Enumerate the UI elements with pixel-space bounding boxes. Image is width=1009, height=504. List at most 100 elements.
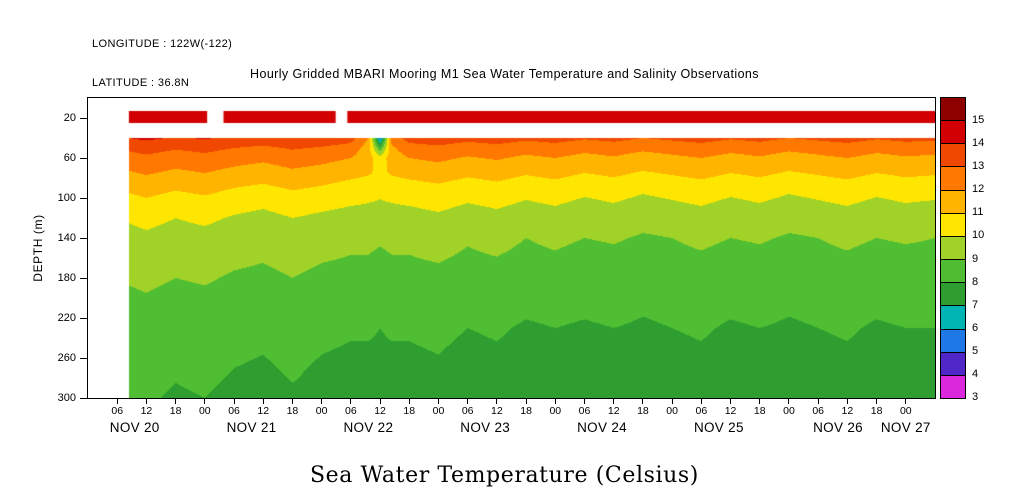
- y-tick-mark: [80, 397, 87, 399]
- x-tick-mark: [145, 399, 147, 404]
- x-tick-label: 00: [432, 405, 445, 417]
- x-tick-label: 12: [607, 405, 620, 417]
- x-tick-mark: [759, 399, 761, 404]
- x-tick-mark: [730, 399, 732, 404]
- x-tick-label: 18: [637, 405, 649, 417]
- x-axis-day-label: NOV 27: [880, 420, 931, 435]
- plot-title: Hourly Gridded MBARI Mooring M1 Sea Wate…: [250, 67, 759, 81]
- colorbar-band: [941, 189, 965, 213]
- y-tick-mark: [80, 117, 87, 119]
- x-tick-mark: [817, 399, 819, 404]
- colorbar-band: [941, 374, 965, 399]
- colorbar-tick-label: 13: [972, 160, 985, 173]
- y-tick-mark: [80, 237, 87, 239]
- y-tick-label: 140: [57, 232, 76, 244]
- x-tick-mark: [321, 399, 323, 404]
- x-axis-day-label: NOV 25: [693, 420, 744, 435]
- colorbar-tick-label: 10: [972, 229, 985, 242]
- x-axis-day-label: NOV 21: [226, 420, 277, 435]
- x-tick-label: 18: [403, 405, 416, 417]
- x-tick-label: 06: [345, 405, 357, 417]
- x-tick-mark: [233, 399, 235, 404]
- y-tick-label: 100: [57, 192, 76, 204]
- x-tick-label: 18: [169, 405, 182, 417]
- colorbar-band: [941, 120, 965, 144]
- x-tick-mark: [642, 399, 644, 404]
- x-tick-label: 18: [286, 405, 299, 417]
- x-tick-mark: [525, 399, 527, 404]
- colorbar-tick-label: 7: [972, 298, 979, 311]
- colorbar-tick-label: 11: [972, 206, 984, 219]
- x-tick-mark: [788, 399, 790, 404]
- y-tick-label: 220: [57, 312, 76, 324]
- y-tick-label: 180: [57, 272, 76, 284]
- y-tick-mark: [80, 277, 87, 279]
- x-tick-label: 12: [257, 405, 270, 417]
- figure-caption: Sea Water Temperature (Celsius): [310, 463, 699, 488]
- colorbar-band: [941, 328, 965, 352]
- colorbar-band: [941, 282, 965, 306]
- meta-latitude: LATITUDE : 36.8N: [92, 77, 190, 89]
- y-tick-label: 20: [63, 112, 76, 124]
- x-tick-label: 12: [841, 405, 854, 417]
- x-tick-mark: [496, 399, 498, 404]
- x-tick-mark: [408, 399, 410, 404]
- x-axis-day-label: NOV 24: [577, 420, 627, 435]
- colorbar-tick-label: 9: [972, 252, 979, 265]
- colorbar-tick-label: 6: [972, 321, 979, 334]
- x-tick-mark: [116, 399, 118, 404]
- colorbar-tick-label: 4: [972, 367, 979, 380]
- colorbar-band: [941, 259, 965, 283]
- y-tick-mark: [80, 317, 87, 319]
- colorbar-band: [941, 212, 965, 236]
- colorbar-tick-label: 8: [972, 275, 979, 288]
- colorbar: [940, 97, 966, 399]
- x-tick-mark: [262, 399, 264, 404]
- colorbar-tick-label: 14: [972, 137, 985, 150]
- x-axis-day-label: NOV 23: [460, 420, 511, 435]
- x-tick-label: 12: [374, 405, 386, 417]
- y-tick-mark: [80, 197, 87, 199]
- x-tick-label: 06: [111, 405, 124, 417]
- colorbar-band: [941, 235, 965, 260]
- y-axis-label: DEPTH (m): [31, 214, 45, 282]
- x-tick-label: 00: [315, 405, 328, 417]
- colorbar-band: [941, 98, 965, 121]
- colorbar-band: [941, 305, 965, 329]
- x-tick-label: 00: [549, 405, 562, 417]
- x-tick-mark: [291, 399, 293, 404]
- colorbar-tick-label: 5: [972, 344, 979, 357]
- x-tick-mark: [437, 399, 439, 404]
- y-tick-label: 260: [57, 352, 76, 364]
- meta-longitude: LONGITUDE : 122W(-122): [92, 38, 233, 50]
- colorbar-tick-label: 15: [972, 114, 985, 127]
- x-tick-mark: [846, 399, 848, 404]
- y-tick-mark: [80, 357, 87, 359]
- temperature-heatmap-canvas: [88, 98, 935, 398]
- x-tick-label: 00: [899, 405, 912, 417]
- x-tick-mark: [379, 399, 381, 404]
- x-tick-mark: [584, 399, 586, 404]
- x-tick-label: 18: [520, 405, 532, 417]
- x-tick-mark: [175, 399, 177, 404]
- x-tick-mark: [204, 399, 206, 404]
- x-axis-day-label: NOV 22: [343, 420, 394, 435]
- x-tick-label: 06: [578, 405, 591, 417]
- x-tick-label: 00: [666, 405, 678, 417]
- y-tick-mark: [80, 157, 87, 159]
- x-tick-mark: [554, 399, 556, 404]
- x-tick-label: 06: [461, 405, 474, 417]
- x-tick-mark: [700, 399, 702, 404]
- x-tick-label: 12: [491, 405, 503, 417]
- colorbar-band: [941, 351, 965, 375]
- x-tick-label: 18: [753, 405, 766, 417]
- x-tick-label: 12: [140, 405, 153, 417]
- colorbar-tick-label: 12: [972, 183, 985, 196]
- plot-area: [87, 97, 936, 399]
- x-tick-label: 06: [812, 405, 825, 417]
- x-tick-label: 00: [783, 405, 795, 417]
- x-axis-day-label: NOV 20: [109, 420, 160, 435]
- x-tick-label: 06: [228, 405, 240, 417]
- x-tick-label: 12: [724, 405, 737, 417]
